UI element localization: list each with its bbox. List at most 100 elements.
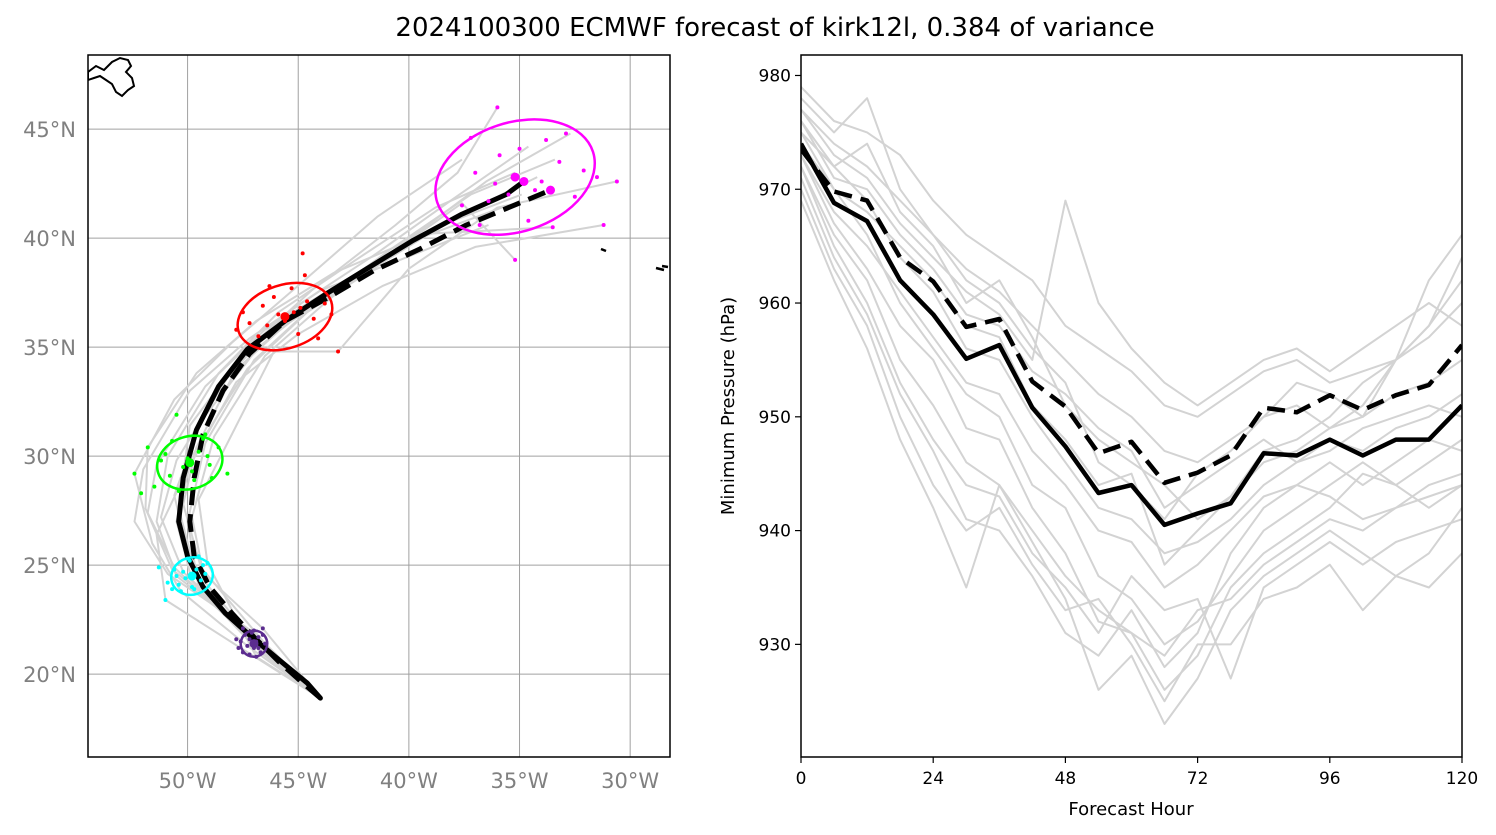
coastline-azores-1 [600, 247, 607, 253]
spread-ellipse-h24 [239, 629, 269, 658]
ensemble-point-h72 [145, 445, 150, 450]
ensemble-point-h48 [201, 563, 206, 568]
mean-pressure-lines [801, 142, 1462, 528]
mean-track-dashed [187, 187, 552, 700]
ensemble-point-h96 [276, 312, 281, 317]
map-lat-label: 40°N [23, 227, 76, 251]
ensemble-pressure-lines [801, 86, 1462, 725]
ensemble-point-h48 [165, 580, 170, 585]
ensemble-track [155, 224, 604, 699]
mean-track-end-dashed [546, 185, 556, 195]
ensemble-point-h48 [183, 576, 188, 581]
map-lat-label: 20°N [23, 663, 76, 687]
ensemble-point-h120 [497, 153, 502, 158]
ensemble-track [197, 180, 618, 699]
ensemble-point-h120 [539, 179, 544, 184]
spread-ellipse-h96 [236, 281, 334, 352]
ensemble-track [182, 145, 529, 699]
ensemble-pressure-line [801, 86, 1462, 418]
mean-pressure-dashed [801, 148, 1462, 486]
ensemble-point-h72 [174, 412, 179, 417]
ensemble-pressure-line [801, 120, 1462, 521]
ensemble-point-h120 [473, 170, 478, 175]
ensemble-pressure-line [801, 188, 1462, 703]
ensemble-point-h96 [336, 349, 341, 354]
map-lon-label: 50°W [159, 769, 217, 793]
ensemble-track [173, 202, 516, 699]
ensemble-point-h120 [563, 131, 568, 136]
ensemble-point-h120 [477, 223, 482, 228]
ensemble-point-h120 [513, 257, 518, 262]
ensemble-mean-position-h96 [280, 312, 290, 322]
y-tick-label: 930 [759, 635, 791, 655]
y-axis-label: Minimum Pressure (hPa) [718, 297, 739, 515]
ensemble-point-h72 [192, 478, 197, 483]
ensemble-mean-position-h72 [185, 458, 195, 468]
ensemble-point-h120 [557, 159, 562, 164]
ensemble-point-h96 [247, 321, 252, 326]
ensemble-point-h120 [493, 181, 498, 186]
pressure-ticks: 0 24 48 72 96 120 930 940 950 960 970 980 [759, 66, 1479, 789]
ensemble-point-h96 [316, 336, 321, 341]
ensemble-point-h72 [167, 473, 172, 478]
spread-ellipses [155, 118, 597, 658]
ensemble-tracks [133, 106, 618, 699]
ensemble-point-h120 [581, 168, 586, 173]
spread-ellipse-h72 [155, 434, 224, 491]
coastline-nw [88, 56, 136, 98]
map-lat-label: 30°N [23, 445, 76, 469]
ensemble-point-h72 [190, 469, 195, 474]
map-lon-label: 40°W [380, 769, 438, 793]
x-tick-label: 96 [1319, 769, 1341, 789]
coastline-azores-2 [655, 264, 669, 272]
ensemble-mean-position-h24 [249, 639, 259, 649]
y-tick-label: 970 [759, 180, 791, 200]
ensemble-point-h24 [236, 645, 241, 650]
ensemble-point-h24 [247, 637, 252, 642]
ensemble-point-h24 [245, 643, 250, 648]
ensemble-point-h24 [234, 637, 239, 642]
ensemble-point-h96 [311, 316, 316, 321]
spread-ellipse-h48 [169, 556, 215, 597]
ensemble-point-h72 [205, 454, 210, 459]
ensemble-point-h120 [517, 146, 522, 151]
ensemble-point-h120 [544, 138, 549, 143]
x-axis-label: Forecast Hour [1068, 799, 1194, 820]
ensemble-point-h24 [260, 626, 265, 631]
ensemble-point-h96 [271, 294, 276, 299]
y-tick-label: 980 [759, 66, 791, 86]
ensemble-point-h96 [265, 323, 270, 328]
ensemble-point-h48 [170, 587, 175, 592]
ensemble-point-h24 [256, 645, 261, 650]
map-gridlines [88, 55, 670, 757]
mean-pressure-solid [801, 142, 1462, 528]
ensemble-pressure-line [801, 200, 1462, 657]
y-tick-label: 960 [759, 294, 791, 314]
map-lat-label: 45°N [23, 118, 76, 142]
x-tick-label: 72 [1187, 769, 1209, 789]
ensemble-pressure-line [801, 143, 1462, 566]
pressure-chart: 0 24 48 72 96 120 930 940 950 960 970 980 Forecast … [718, 54, 1479, 820]
ensemble-point-h72 [225, 471, 230, 476]
ensemble-point-h96 [291, 310, 296, 315]
ensemble-point-h48 [194, 567, 199, 572]
y-tick-label: 940 [759, 522, 791, 542]
ensemble-point-h120 [495, 105, 500, 110]
ensemble-point-h96 [300, 251, 305, 256]
map-lon-label: 35°W [491, 769, 549, 793]
ensemble-track [191, 132, 571, 699]
figure-title: 2024100300 ECMWF forecast of kirk12l, 0.… [395, 13, 1154, 43]
ensemble-point-h96 [298, 305, 303, 310]
ensemble-point-h24 [240, 626, 245, 631]
x-tick-label: 48 [1055, 769, 1077, 789]
ensemble-pressure-line [801, 108, 1462, 464]
map-lon-label: 30°W [601, 769, 659, 793]
ensemble-point-h120 [459, 203, 464, 208]
y-tick-label: 950 [759, 408, 791, 428]
ensemble-mean-position-h48 [187, 571, 197, 581]
spread-ellipse-h120 [434, 118, 597, 237]
ensemble-point-h120 [526, 218, 531, 223]
ensemble-point-h48 [156, 565, 161, 570]
ensemble-point-h96 [296, 332, 301, 337]
ensemble-point-h120 [506, 192, 511, 197]
